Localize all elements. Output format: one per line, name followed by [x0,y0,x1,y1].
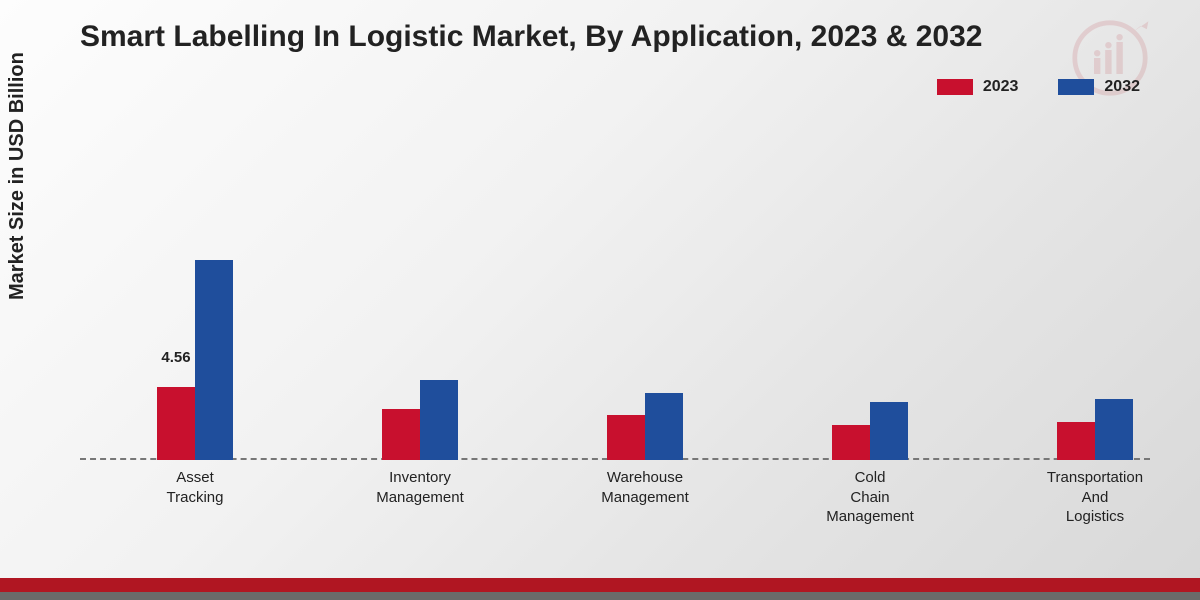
legend: 2023 2032 [937,78,1140,96]
bar-group-coldchain [832,402,908,460]
x-label-asset: Asset Tracking [167,468,224,507]
bar-group-inventory [382,380,458,460]
bar-transport-2023 [1057,422,1095,460]
bar-group-warehouse [607,393,683,460]
bar-asset-2032 [195,260,233,460]
chart-title: Smart Labelling In Logistic Market, By A… [80,20,982,54]
footer-bar-gray [0,592,1200,600]
bar-asset-2023 [157,387,195,460]
footer-bar-red [0,578,1200,592]
bar-transport-2032 [1095,399,1133,460]
bar-warehouse-2032 [645,393,683,460]
chart-container: Smart Labelling In Logistic Market, By A… [0,0,1200,600]
legend-label-2032: 2032 [1104,78,1140,96]
x-axis-labels: Asset Tracking Inventory Management Wareho… [80,468,1150,538]
legend-swatch-2032 [1058,79,1094,95]
bar-warehouse-2023 [607,415,645,460]
x-label-coldchain: Cold Chain Management [826,468,914,527]
bar-group-transport [1057,399,1133,460]
bar-inventory-2032 [420,380,458,460]
plot-area: 4.56 [80,130,1150,460]
bar-inventory-2023 [382,409,420,460]
x-label-warehouse: Warehouse Management [601,468,689,507]
legend-item-2023: 2023 [937,78,1019,96]
legend-swatch-2023 [937,79,973,95]
bar-value-label: 4.56 [161,349,190,366]
bar-coldchain-2023 [832,425,870,460]
legend-item-2032: 2032 [1058,78,1140,96]
y-axis-label: Market Size in USD Billion [6,52,29,300]
legend-label-2023: 2023 [983,78,1019,96]
x-label-transport: Transportation And Logistics [1047,468,1143,527]
bar-coldchain-2032 [870,402,908,460]
x-label-inventory: Inventory Management [376,468,464,507]
